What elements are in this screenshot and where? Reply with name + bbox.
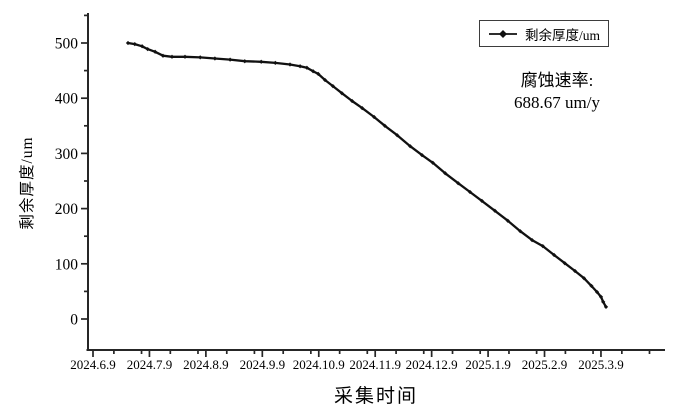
corrosion-rate-annotation: 腐蚀速率: 688.67 um/y	[474, 70, 640, 114]
y-axis-title: 剩余厚度/um	[19, 136, 36, 230]
svg-text:2024.10.9: 2024.10.9	[293, 357, 345, 372]
svg-text:400: 400	[55, 91, 79, 108]
svg-text:2024.8.9: 2024.8.9	[183, 357, 229, 372]
corrosion-rate-title: 腐蚀速率:	[520, 71, 594, 90]
svg-text:2024.6.9: 2024.6.9	[70, 357, 116, 372]
svg-text:500: 500	[55, 36, 79, 53]
x-ticks	[92, 350, 651, 357]
legend-box: 剩余厚度/um	[479, 20, 609, 47]
y-ticks	[81, 14, 88, 320]
svg-text:2024.9.9: 2024.9.9	[240, 357, 286, 372]
x-tick-labels: 2024.6.9 2024.7.9 2024.8.9 2024.9.9 2024.10.…	[70, 357, 623, 372]
axes	[86, 13, 665, 351]
svg-text:2024.11.9: 2024.11.9	[349, 357, 401, 372]
legend-label: 剩余厚度/um	[524, 27, 600, 43]
svg-text:2024.7.9: 2024.7.9	[127, 357, 173, 372]
corrosion-rate-value: 688.67 um/y	[514, 93, 600, 112]
svg-text:2025.3.9: 2025.3.9	[578, 357, 624, 372]
y-tick-labels: 0 100 200 300 400 500	[55, 36, 79, 329]
svg-text:300: 300	[55, 146, 79, 163]
svg-text:200: 200	[55, 201, 79, 218]
svg-text:0: 0	[70, 312, 78, 329]
x-axis-title: 采集时间	[333, 386, 418, 407]
svg-text:2025.2.9: 2025.2.9	[522, 357, 568, 372]
svg-text:2025.1.9: 2025.1.9	[465, 357, 511, 372]
line-marker-icon	[488, 29, 517, 38]
svg-text:100: 100	[55, 256, 79, 273]
svg-text:2024.12.9: 2024.12.9	[406, 357, 458, 372]
